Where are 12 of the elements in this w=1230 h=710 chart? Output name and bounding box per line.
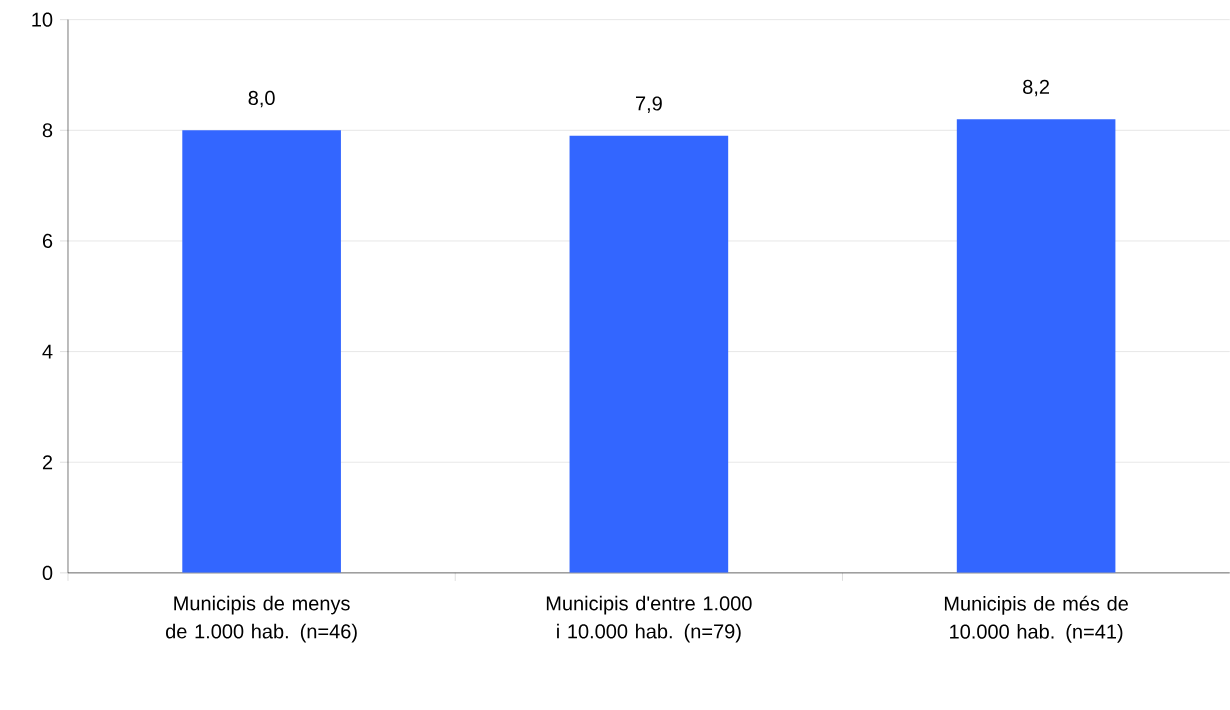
y-tick-label: 0 xyxy=(42,565,53,581)
x-tick-label: Municipis d'entre 1.000 i 10.000 hab. (n=79) xyxy=(546,595,752,643)
y-tick-label: 2 xyxy=(42,455,53,470)
x-tick-label: Municipis de menys de 1.000 hab. (n=46) xyxy=(166,595,357,643)
y-tick-label: 6 xyxy=(42,233,53,249)
data-label: 7,9 xyxy=(635,96,662,113)
data-label: 8,0 xyxy=(248,90,275,108)
y-tick-label: 10 xyxy=(32,12,53,27)
x-tick-label: Municipis de més de 10.000 hab. (n=41) xyxy=(944,595,1128,643)
y-tick-label: 4 xyxy=(42,344,53,359)
y-tick-label: 8 xyxy=(42,123,53,138)
data-label: 8,2 xyxy=(1023,79,1050,97)
